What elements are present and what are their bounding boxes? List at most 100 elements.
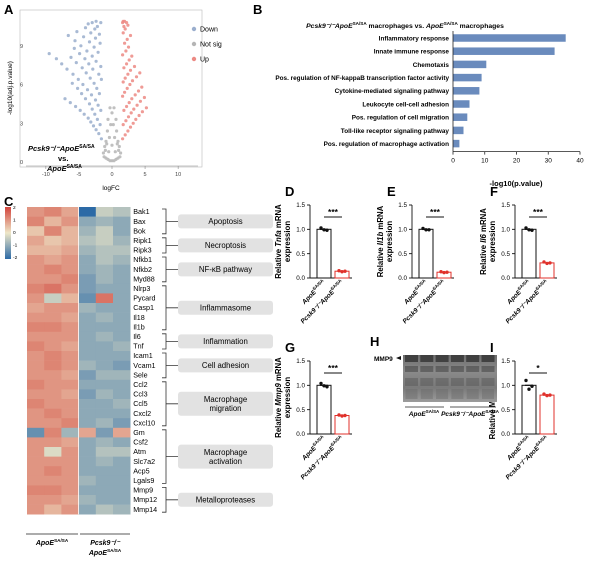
- volcano-point-up: [130, 79, 135, 83]
- bar-data-point: [340, 270, 344, 274]
- go-title-a-sup: SA/SA: [353, 21, 368, 26]
- heatmap-gene-label: Gm: [133, 428, 145, 437]
- gel-band: [450, 355, 464, 362]
- volcano-point-down: [54, 57, 59, 61]
- gel-band-lower: [450, 378, 464, 386]
- volcano-point-down: [82, 112, 86, 116]
- bar-ylabel-post: mRNA: [274, 204, 283, 230]
- heatmap-cell: [44, 447, 62, 457]
- bar-ylabel-line2: expression: [488, 221, 497, 262]
- volcano-y-tick-label: 0: [20, 160, 23, 166]
- bar-data-point: [527, 228, 531, 232]
- heatmap-cell: [61, 408, 79, 419]
- volcano-point-up: [128, 82, 132, 87]
- go-x-tick-label: 30: [545, 158, 553, 165]
- volcano-point-up: [136, 89, 141, 93]
- panel-f-letter: F: [490, 184, 498, 199]
- heatmap-cell: [61, 360, 79, 371]
- heatmap-cell: [61, 245, 79, 256]
- volcano-point-down: [98, 41, 102, 45]
- bar-x-label-sup: SA/SA: [535, 277, 549, 291]
- bar-ylabel-gene: Tnfa: [274, 230, 283, 247]
- volcano-point-up: [133, 93, 137, 97]
- volcano-point-down: [87, 62, 91, 66]
- heatmap-cell: [78, 427, 97, 438]
- volcano-point-down: [93, 36, 98, 40]
- heatmap-cell: [44, 399, 62, 409]
- heatmap-cell: [78, 312, 97, 323]
- volcano-point-up: [138, 99, 142, 103]
- category-label: Necroptosis: [205, 241, 246, 250]
- bar-ylabel-pre: Relative: [376, 245, 385, 277]
- volcano-point-down: [76, 86, 80, 90]
- heatmap-cell: [27, 312, 45, 323]
- heatmap-cell: [95, 216, 114, 227]
- heatmap-cell: [113, 226, 131, 237]
- volcano-point-down: [97, 72, 101, 76]
- gel-band: [481, 355, 495, 362]
- heatmap-cell: [113, 485, 131, 496]
- volcano-point-down: [70, 81, 74, 85]
- heatmap-cell: [113, 408, 131, 419]
- category-bracket: [162, 333, 178, 350]
- heatmap-cell: [27, 437, 45, 448]
- gel-bands: [405, 355, 495, 399]
- heatmap-cell: [44, 408, 62, 419]
- volcano-point-down: [63, 97, 67, 101]
- volcano-point-down: [86, 116, 90, 120]
- heatmap-cell: [78, 370, 97, 381]
- category-bracket: [162, 487, 178, 513]
- volcano-point-down: [90, 107, 94, 111]
- volcano-point-down: [66, 33, 70, 38]
- go-bar: [453, 139, 460, 148]
- volcano-point-down: [99, 108, 103, 112]
- heatmap-cell: [95, 495, 114, 505]
- gel-band-lower: [481, 378, 495, 386]
- heatmap-cell: [61, 495, 79, 505]
- bar-data-point: [439, 270, 443, 274]
- volcano-x-tick-label: 10: [175, 172, 181, 178]
- bar: [316, 384, 332, 435]
- gel-band-secondary: [466, 366, 480, 372]
- volcano-point-up: [125, 37, 129, 42]
- heatmap-cell: [95, 322, 114, 333]
- volcano-point-not-sig: [117, 148, 121, 152]
- volcano-point-up: [123, 90, 127, 94]
- volcano-point-not-sig: [117, 144, 121, 149]
- bar-ylabel-pre: Relative: [479, 243, 488, 275]
- heatmap-cell: [95, 360, 114, 371]
- heatmap-cell: [95, 447, 114, 457]
- heatmap-cell: [95, 274, 114, 285]
- go-x-tick-label: 10: [481, 158, 489, 165]
- volcano-point-down: [83, 57, 87, 61]
- heatmap-cell: [95, 370, 114, 381]
- bar-data-point: [343, 413, 347, 418]
- category-bracket: [162, 429, 178, 484]
- go-x-tick-label: 40: [576, 158, 584, 165]
- heatmap-cell: [95, 207, 114, 217]
- heatmap-cell: [27, 418, 45, 429]
- volcano-xlabel: logFC: [102, 185, 120, 192]
- heatmap-cell: [44, 466, 62, 477]
- volcano-point-down: [84, 71, 88, 75]
- heatmap-cell: [61, 370, 79, 381]
- heatmap-cell: [113, 389, 131, 400]
- category-label: Macrophage: [204, 448, 247, 457]
- heatmap-gene-label: Cxcl10: [133, 418, 155, 427]
- heatmap-gene-label: Cxcl2: [133, 409, 151, 418]
- heatmap-gene-label: Bak1: [133, 207, 149, 216]
- bar-y-tick-label: 0.5: [501, 407, 510, 414]
- heatmap-gene-label: Ccl5: [133, 399, 147, 408]
- category-label: Apoptosis: [208, 217, 242, 226]
- legend-up-label: Up: [200, 57, 209, 64]
- heatmap-cell: [113, 437, 131, 448]
- heatmap-gene-label: Mmp14: [133, 505, 157, 514]
- category-bracket: [162, 237, 178, 254]
- heatmap-cell: [27, 370, 45, 381]
- legend-down-label: Down: [200, 27, 218, 34]
- gel-smear: [405, 389, 418, 399]
- heatmap-gene-label: Ripk1: [133, 236, 151, 245]
- volcano-point-not-sig: [107, 150, 111, 154]
- bar-y-tick-label: 1.5: [501, 358, 510, 365]
- heatmap-cell: [113, 351, 131, 361]
